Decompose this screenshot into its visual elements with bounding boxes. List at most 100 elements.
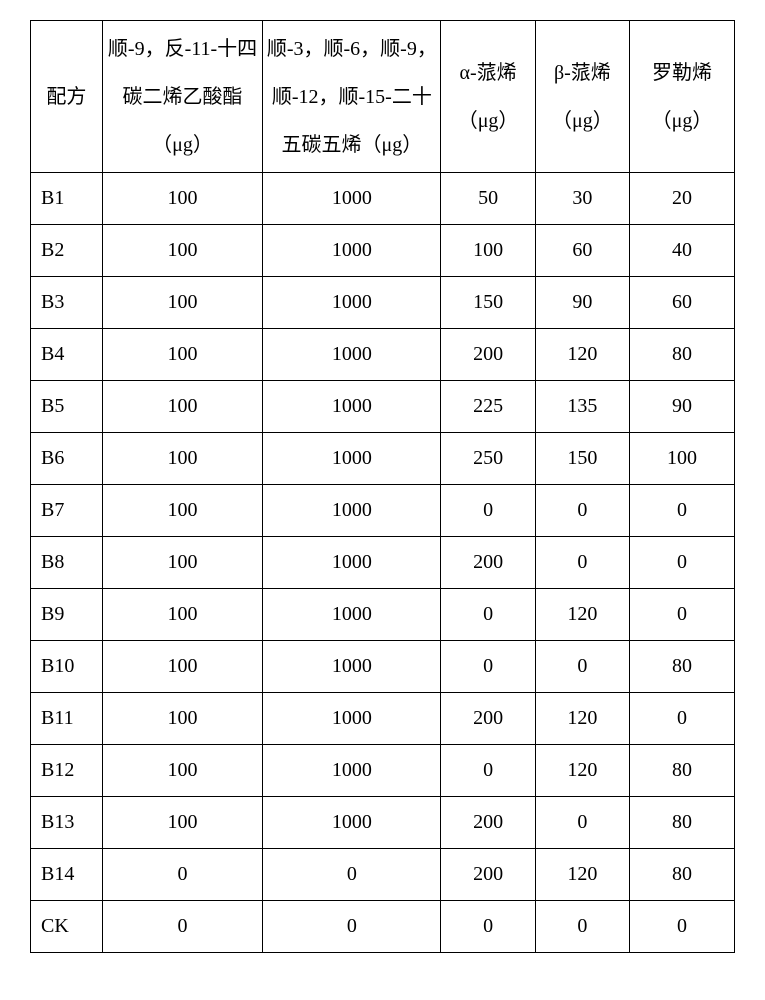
col-header-formula: 配方 xyxy=(31,21,103,173)
table-cell: 90 xyxy=(630,381,735,433)
table-cell: 0 xyxy=(630,485,735,537)
table-cell: 200 xyxy=(441,849,535,901)
table-cell: B3 xyxy=(31,277,103,329)
table-row: B210010001006040 xyxy=(31,225,735,277)
table-cell: 100 xyxy=(102,277,263,329)
table-cell: 0 xyxy=(630,901,735,953)
table-cell: 0 xyxy=(441,745,535,797)
table-cell: B1 xyxy=(31,173,103,225)
table-cell: B5 xyxy=(31,381,103,433)
table-row: B5100100022513590 xyxy=(31,381,735,433)
table-header-row: 配方 顺-9，反-11-十四碳二烯乙酸酯（μg） 顺-3，顺-6，顺-9，顺-1… xyxy=(31,21,735,173)
table-cell: 0 xyxy=(102,901,263,953)
table-cell: B11 xyxy=(31,693,103,745)
table-row: B4100100020012080 xyxy=(31,329,735,381)
table-cell: 150 xyxy=(441,277,535,329)
table-row: B8100100020000 xyxy=(31,537,735,589)
table-cell: 200 xyxy=(441,797,535,849)
col-header-compound2: 顺-3，顺-6，顺-9，顺-12，顺-15-二十五碳五烯（μg） xyxy=(263,21,441,173)
table-cell: 1000 xyxy=(263,537,441,589)
table-cell: B13 xyxy=(31,797,103,849)
table-cell: 120 xyxy=(535,849,629,901)
table-row: B121001000012080 xyxy=(31,745,735,797)
table-cell: 0 xyxy=(535,537,629,589)
table-cell: 80 xyxy=(630,745,735,797)
table-cell: 100 xyxy=(102,433,263,485)
table-cell: 120 xyxy=(535,693,629,745)
table-cell: 80 xyxy=(630,797,735,849)
table-cell: 1000 xyxy=(263,277,441,329)
table-cell: 200 xyxy=(441,329,535,381)
table-cell: 1000 xyxy=(263,329,441,381)
table-cell: 100 xyxy=(102,381,263,433)
table-cell: 0 xyxy=(441,901,535,953)
table-row: B310010001509060 xyxy=(31,277,735,329)
table-cell: 1000 xyxy=(263,485,441,537)
table-cell: 1000 xyxy=(263,433,441,485)
table-cell: 1000 xyxy=(263,225,441,277)
table-cell: 100 xyxy=(102,537,263,589)
table-cell: 60 xyxy=(630,277,735,329)
table-cell: B7 xyxy=(31,485,103,537)
table-cell: 0 xyxy=(263,901,441,953)
table-cell: 0 xyxy=(441,485,535,537)
table-cell: 0 xyxy=(535,797,629,849)
table-cell: 60 xyxy=(535,225,629,277)
table-cell: 100 xyxy=(102,745,263,797)
table-cell: 1000 xyxy=(263,589,441,641)
table-cell: B14 xyxy=(31,849,103,901)
table-cell: B12 xyxy=(31,745,103,797)
table-row: B9100100001200 xyxy=(31,589,735,641)
table-cell: 0 xyxy=(535,901,629,953)
table-cell: 250 xyxy=(441,433,535,485)
table-row: B61001000250150100 xyxy=(31,433,735,485)
table-cell: B9 xyxy=(31,589,103,641)
table-cell: B8 xyxy=(31,537,103,589)
table-cell: 120 xyxy=(535,745,629,797)
table-cell: 40 xyxy=(630,225,735,277)
table-cell: 1000 xyxy=(263,381,441,433)
table-cell: 100 xyxy=(102,173,263,225)
table-cell: 100 xyxy=(102,641,263,693)
table-cell: 200 xyxy=(441,537,535,589)
table-cell: 120 xyxy=(535,589,629,641)
col-header-ocimene: 罗勒烯（μg） xyxy=(630,21,735,173)
table-cell: 20 xyxy=(630,173,735,225)
table-cell: 200 xyxy=(441,693,535,745)
table-cell: 80 xyxy=(630,849,735,901)
table-row: B11001000503020 xyxy=(31,173,735,225)
table-cell: 1000 xyxy=(263,745,441,797)
table-cell: 80 xyxy=(630,641,735,693)
table-cell: 0 xyxy=(263,849,441,901)
col-header-beta-pinene: β-蒎烯（μg） xyxy=(535,21,629,173)
table-cell: 0 xyxy=(630,537,735,589)
table-cell: 100 xyxy=(102,485,263,537)
table-row: B140020012080 xyxy=(31,849,735,901)
table-cell: 30 xyxy=(535,173,629,225)
table-row: CK00000 xyxy=(31,901,735,953)
table-cell: 150 xyxy=(535,433,629,485)
table-cell: 90 xyxy=(535,277,629,329)
table-body: B11001000503020B210010001006040B31001000… xyxy=(31,173,735,953)
table-cell: 0 xyxy=(535,485,629,537)
table-cell: 0 xyxy=(630,589,735,641)
col-header-alpha-pinene: α-蒎烯（μg） xyxy=(441,21,535,173)
table-cell: 0 xyxy=(535,641,629,693)
table-cell: 80 xyxy=(630,329,735,381)
table-cell: 1000 xyxy=(263,641,441,693)
table-cell: 100 xyxy=(102,589,263,641)
table-cell: B4 xyxy=(31,329,103,381)
table-cell: B10 xyxy=(31,641,103,693)
table-cell: 1000 xyxy=(263,693,441,745)
table-cell: 0 xyxy=(630,693,735,745)
table-cell: 100 xyxy=(441,225,535,277)
table-row: B71001000000 xyxy=(31,485,735,537)
table-row: B131001000200080 xyxy=(31,797,735,849)
table-cell: 100 xyxy=(630,433,735,485)
table-cell: 100 xyxy=(102,225,263,277)
table-cell: 1000 xyxy=(263,797,441,849)
table-cell: CK xyxy=(31,901,103,953)
table-cell: 135 xyxy=(535,381,629,433)
table-row: B1010010000080 xyxy=(31,641,735,693)
table-cell: 0 xyxy=(441,589,535,641)
